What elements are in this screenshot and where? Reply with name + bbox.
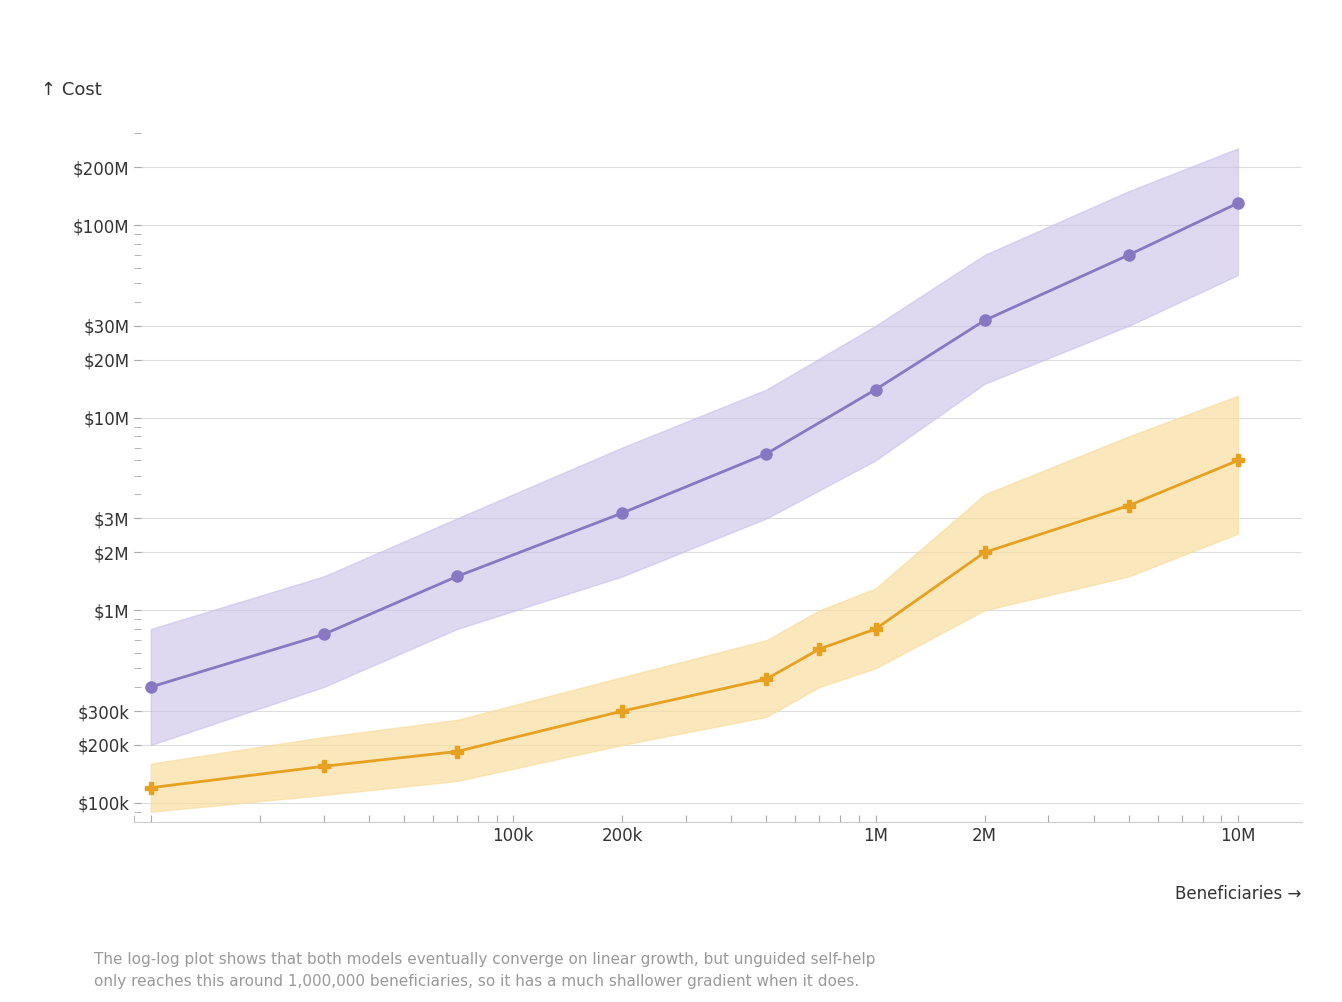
- Text: ↑ Cost: ↑ Cost: [40, 81, 102, 99]
- Text: Beneficiaries →: Beneficiaries →: [1176, 885, 1302, 903]
- Text: The log-log plot shows that both models eventually converge on linear growth, bu: The log-log plot shows that both models …: [94, 952, 875, 989]
